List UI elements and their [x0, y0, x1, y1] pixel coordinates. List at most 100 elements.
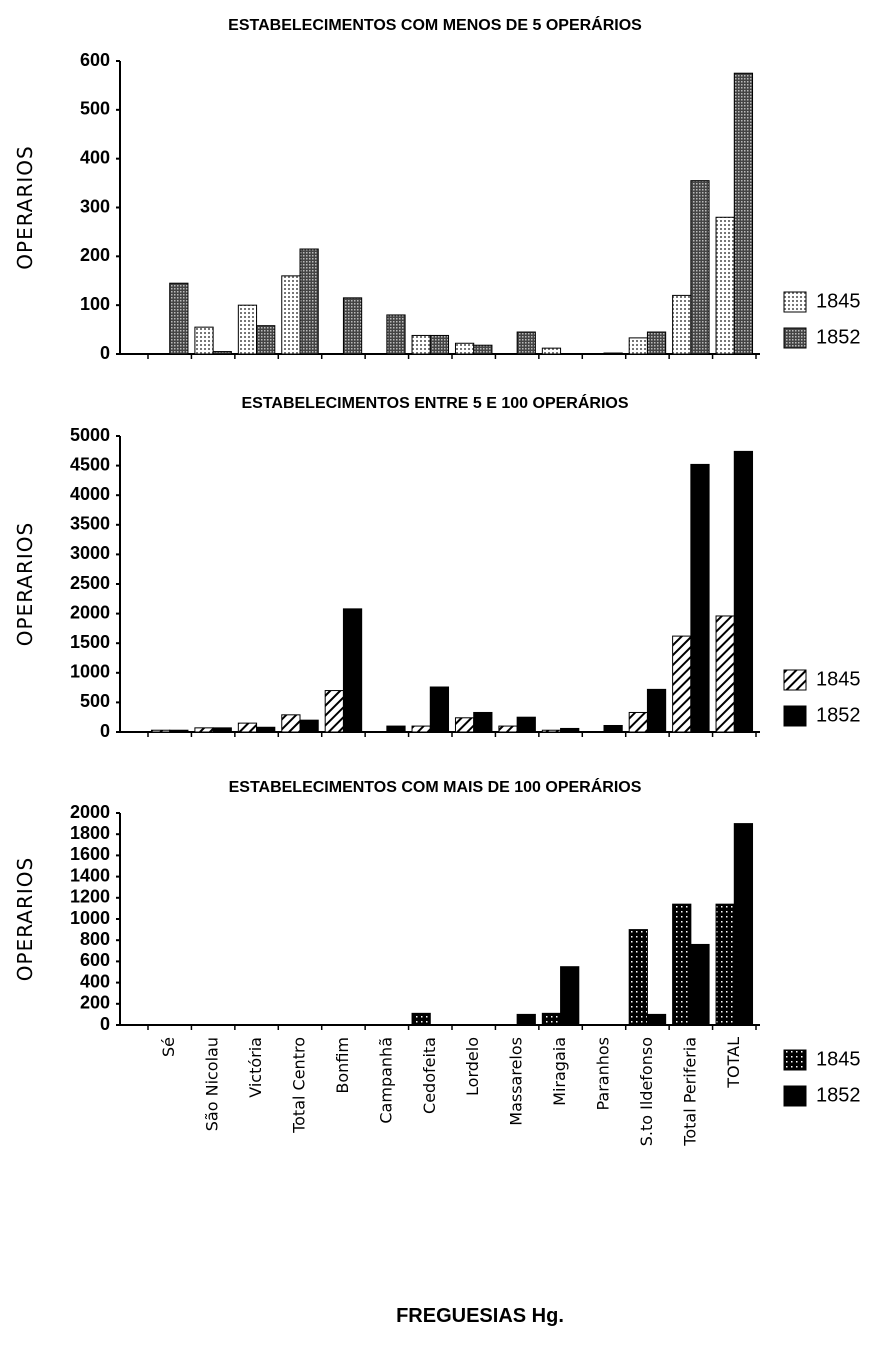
y-tick-label: 1400: [70, 865, 110, 885]
y-tick-label: 1000: [70, 662, 110, 682]
bar: [516, 331, 536, 355]
x-tick-label: Paranhos: [594, 1037, 613, 1111]
bar: [498, 725, 518, 733]
legend-label: 1852: [816, 704, 861, 726]
legend-swatch: [783, 291, 807, 313]
y-tick-label: 3500: [70, 514, 110, 534]
bar: [672, 635, 692, 733]
legend-label: 1852: [816, 1084, 861, 1106]
legend-swatch: [783, 1049, 807, 1071]
bar: [237, 722, 258, 733]
x-tick-label: Total Centro: [290, 1037, 309, 1134]
y-tick-label: 200: [80, 245, 110, 265]
bar: [646, 1013, 667, 1026]
bar: [560, 727, 580, 733]
x-tick-label: São Nicolau: [203, 1037, 222, 1131]
bar: [473, 344, 493, 355]
bar: [733, 823, 754, 1026]
bar: [560, 966, 580, 1026]
bar: [733, 72, 754, 355]
legend-label: 1845: [816, 290, 861, 312]
x-tick-label: TOTAL: [724, 1037, 743, 1089]
chart-title: ESTABELECIMENTOS ENTRE 5 E 100 OPERÁRIOS: [241, 393, 628, 412]
bar: [454, 717, 475, 733]
bar: [628, 929, 648, 1026]
bar: [541, 729, 562, 733]
bar: [194, 326, 214, 355]
y-tick-label: 2000: [70, 802, 110, 822]
bar: [454, 342, 475, 355]
x-axis-title: FREGUESIAS Hg.: [396, 1305, 564, 1327]
legend-swatch: [783, 1085, 807, 1107]
bar: [256, 325, 276, 355]
bar: [169, 282, 189, 355]
legend-swatch: [783, 669, 807, 691]
y-tick-label: 100: [80, 294, 110, 314]
bar: [646, 688, 667, 733]
bar: [386, 725, 406, 733]
bar: [411, 1012, 431, 1026]
y-tick-label: 1500: [70, 632, 110, 652]
bar: [237, 304, 258, 355]
y-axis-title: OPERARIOS: [13, 145, 37, 269]
x-tick-label: Lordelo: [463, 1037, 482, 1096]
bar: [603, 724, 623, 733]
bar: [715, 615, 735, 733]
x-tick-label: Massarelos: [507, 1037, 526, 1126]
bar: [541, 1012, 562, 1026]
bar: [646, 331, 667, 355]
bar: [411, 334, 431, 355]
bar: [473, 711, 493, 733]
x-tick-label: Victória: [246, 1037, 265, 1098]
y-tick-label: 1800: [70, 823, 110, 843]
bar: [299, 248, 319, 355]
y-tick-label: 1200: [70, 887, 110, 907]
bar: [690, 943, 710, 1026]
y-tick-label: 4000: [70, 484, 110, 504]
y-tick-label: 2000: [70, 602, 110, 622]
bar: [150, 729, 171, 733]
bar: [386, 314, 406, 355]
y-axis-title: OPERARIOS: [13, 857, 37, 981]
y-tick-label: 4500: [70, 454, 110, 474]
legend-swatch: [783, 327, 807, 349]
bar: [672, 903, 692, 1026]
bar: [516, 1013, 536, 1026]
y-tick-label: 500: [80, 99, 110, 119]
y-axis-title: OPERARIOS: [13, 522, 37, 646]
y-tick-label: 0: [100, 343, 110, 363]
legend-label: 1845: [816, 1048, 861, 1070]
y-tick-label: 400: [80, 147, 110, 167]
legend-label: 1852: [816, 326, 861, 348]
y-tick-label: 1000: [70, 908, 110, 928]
bar: [256, 726, 276, 733]
y-tick-label: 2500: [70, 573, 110, 593]
bar: [628, 337, 648, 355]
legend-label: 1845: [816, 668, 861, 690]
y-tick-label: 200: [80, 993, 110, 1013]
bar: [603, 352, 623, 355]
bar: [541, 347, 562, 355]
bar: [342, 297, 363, 355]
chart-title: ESTABELECIMENTOS COM MENOS DE 5 OPERÁRIO…: [228, 15, 642, 34]
y-tick-label: 400: [80, 971, 110, 991]
x-tick-label: Campanhã: [376, 1037, 395, 1124]
x-tick-label: Bonfim: [333, 1037, 352, 1094]
bar: [429, 334, 450, 355]
bar: [194, 727, 214, 733]
x-tick-label: Cedofeita: [420, 1037, 439, 1114]
bar: [324, 690, 344, 733]
y-tick-label: 800: [80, 929, 110, 949]
y-tick-label: 0: [100, 721, 110, 741]
y-tick-label: 3000: [70, 543, 110, 563]
bar: [715, 903, 735, 1026]
bar: [212, 727, 232, 733]
bar: [715, 216, 735, 355]
legend-swatch: [783, 705, 807, 727]
x-tick-label: S.to Ildefonso: [637, 1037, 656, 1146]
x-tick-label: Sé: [159, 1037, 178, 1057]
bar: [281, 714, 301, 733]
y-tick-label: 300: [80, 196, 110, 216]
bar: [411, 725, 431, 733]
